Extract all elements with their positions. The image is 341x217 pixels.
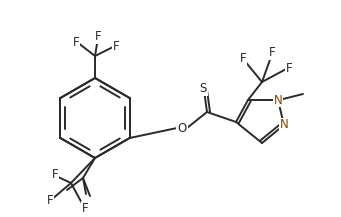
Text: F: F [47,194,53,207]
Text: N: N [280,118,288,132]
Text: O: O [177,122,187,135]
Text: F: F [73,36,79,49]
Text: F: F [269,46,275,59]
Text: F: F [286,61,292,74]
Text: F: F [95,31,101,43]
Text: F: F [240,53,246,66]
Text: F: F [52,168,58,181]
Text: S: S [199,82,207,95]
Text: F: F [82,202,88,214]
Text: F: F [113,39,119,53]
Text: N: N [273,94,282,107]
